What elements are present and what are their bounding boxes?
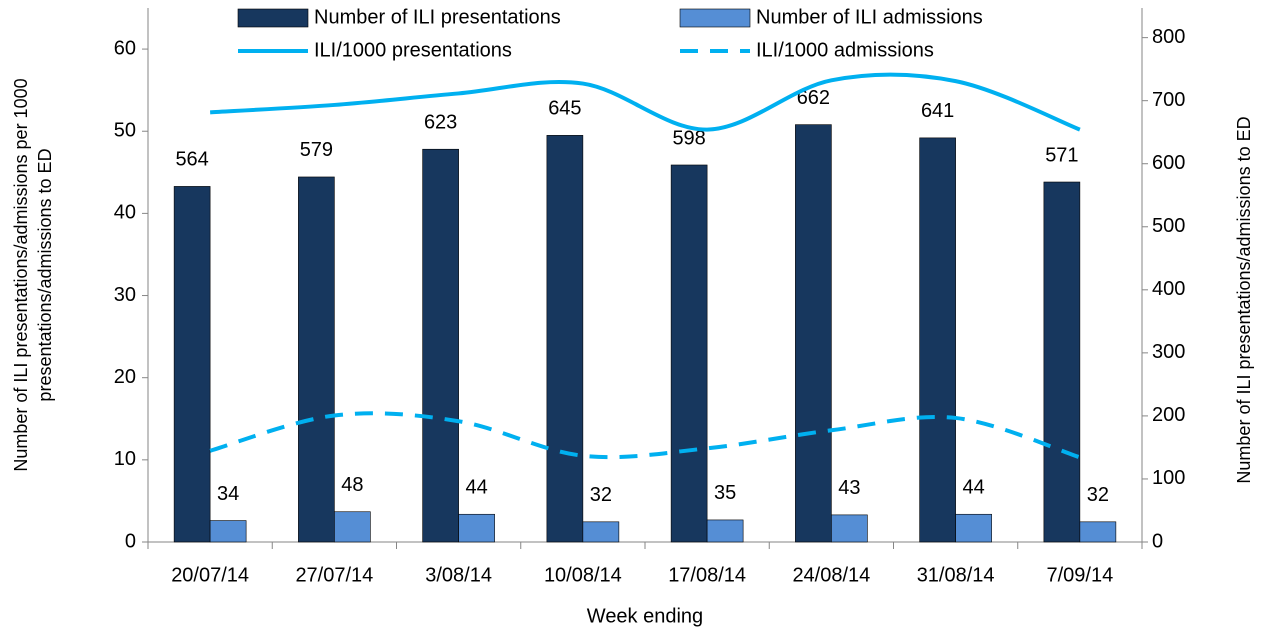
legend-label: ILI/1000 presentations <box>314 39 512 61</box>
bar-value-label: 32 <box>590 484 612 506</box>
y2-tick-label: 0 <box>1152 530 1163 552</box>
y-tick-label: 10 <box>114 448 136 470</box>
bar <box>334 511 371 543</box>
y2-tick-label: 200 <box>1152 404 1185 426</box>
y-axis-title: presentations/admissions to ED <box>35 148 55 401</box>
bar-value-label: 579 <box>300 139 333 161</box>
bar <box>173 186 211 543</box>
bar <box>670 164 708 543</box>
y-tick-label: 60 <box>114 37 136 59</box>
legend-swatch <box>237 8 309 28</box>
y2-tick-label: 100 <box>1152 467 1185 489</box>
bar-value-label: 44 <box>963 477 985 499</box>
bar <box>422 148 459 543</box>
bar-value-label: 571 <box>1045 144 1078 166</box>
bar-value-label: 44 <box>466 477 488 499</box>
bar-value-label: 32 <box>1087 484 1109 506</box>
bar-value-label: 662 <box>797 87 830 109</box>
y-tick-label: 50 <box>114 120 136 142</box>
bar-value-label: 35 <box>714 482 736 504</box>
x-tick-label: 20/07/14 <box>171 564 249 586</box>
y2-tick-label: 600 <box>1152 152 1185 174</box>
y2-tick-label: 500 <box>1152 215 1185 237</box>
y2-tick-label: 700 <box>1152 89 1185 111</box>
x-tick-label: 31/08/14 <box>917 564 995 586</box>
bar-value-label: 645 <box>548 98 581 120</box>
bar <box>582 521 620 543</box>
y-tick-label: 30 <box>114 284 136 306</box>
y2-axis-title: Number of ILI presentations/admissions t… <box>1234 116 1254 483</box>
x-tick-label: 10/08/14 <box>544 564 622 586</box>
bar-value-label: 641 <box>921 100 954 122</box>
x-tick-label: 24/08/14 <box>792 564 870 586</box>
bar <box>706 519 744 543</box>
legend-swatch <box>679 8 751 28</box>
y2-tick-label: 400 <box>1152 278 1185 300</box>
bar <box>458 513 495 543</box>
x-tick-label: 27/07/14 <box>295 564 373 586</box>
bar-value-label: 34 <box>217 483 239 505</box>
y-tick-label: 40 <box>114 202 136 224</box>
legend-label: Number of ILI presentations <box>314 6 561 28</box>
legend-label: ILI/1000 admissions <box>756 39 934 61</box>
y-tick-label: 0 <box>125 530 136 552</box>
bar <box>919 137 956 543</box>
bar <box>1043 181 1081 543</box>
bar-value-label: 623 <box>424 112 457 134</box>
bar <box>209 520 247 543</box>
x-tick-label: 3/08/14 <box>425 564 492 586</box>
y-tick-label: 20 <box>114 366 136 388</box>
bar-value-label: 564 <box>175 149 208 171</box>
y2-tick-label: 300 <box>1152 341 1185 363</box>
x-tick-label: 17/08/14 <box>668 564 746 586</box>
line <box>210 72 1081 132</box>
bar-value-label: 598 <box>672 127 705 149</box>
y2-tick-label: 800 <box>1152 26 1185 48</box>
legend-label: Number of ILI admissions <box>756 6 983 28</box>
y-axis-title: Number of ILI presentations/admissions p… <box>11 78 31 471</box>
bar-value-label: 43 <box>838 477 860 499</box>
bar <box>955 513 992 543</box>
x-tick-label: 7/09/14 <box>1047 564 1114 586</box>
x-axis-title: Week ending <box>587 605 703 627</box>
bar-value-label: 48 <box>341 474 363 496</box>
bar <box>1079 521 1117 543</box>
bar <box>795 124 832 543</box>
bar <box>546 135 584 543</box>
bar <box>831 514 868 543</box>
bar <box>298 176 335 543</box>
